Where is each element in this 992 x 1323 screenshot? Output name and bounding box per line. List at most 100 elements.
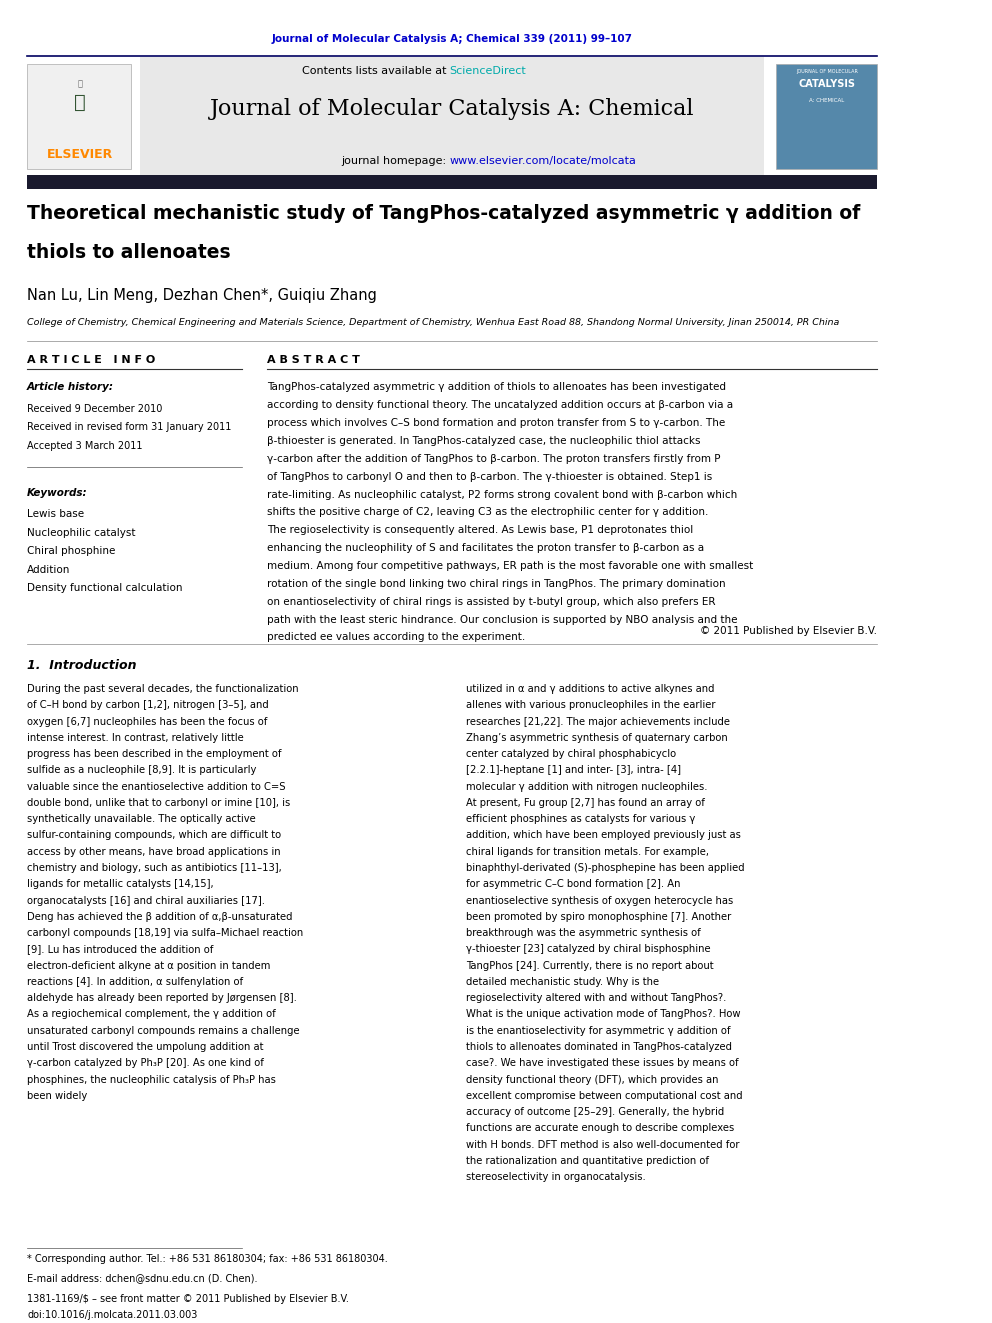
Text: allenes with various pronucleophiles in the earlier: allenes with various pronucleophiles in … — [466, 700, 715, 710]
Text: E-mail address: dchen@sdnu.edu.cn (D. Chen).: E-mail address: dchen@sdnu.edu.cn (D. Ch… — [27, 1273, 258, 1283]
Text: γ-carbon catalyzed by Ph₃P [20]. As one kind of: γ-carbon catalyzed by Ph₃P [20]. As one … — [27, 1058, 264, 1068]
Text: valuable since the enantioselective addition to C=S: valuable since the enantioselective addi… — [27, 782, 286, 791]
Text: progress has been described in the employment of: progress has been described in the emplo… — [27, 749, 282, 759]
Text: efficient phosphines as catalysts for various γ: efficient phosphines as catalysts for va… — [466, 814, 695, 824]
Text: Nucleophilic catalyst: Nucleophilic catalyst — [27, 528, 136, 538]
Text: electron-deficient alkyne at α position in tandem: electron-deficient alkyne at α position … — [27, 960, 271, 971]
Text: β-thioester is generated. In TangPhos-catalyzed case, the nucleophilic thiol att: β-thioester is generated. In TangPhos-ca… — [267, 435, 700, 446]
Text: © 2011 Published by Elsevier B.V.: © 2011 Published by Elsevier B.V. — [700, 626, 877, 636]
Text: γ-carbon after the addition of TangPhos to β-carbon. The proton transfers firstl: γ-carbon after the addition of TangPhos … — [267, 454, 720, 464]
Text: until Trost discovered the umpolung addition at: until Trost discovered the umpolung addi… — [27, 1043, 264, 1052]
Text: Contents lists available at: Contents lists available at — [302, 66, 449, 77]
Text: medium. Among four competitive pathways, ER path is the most favorable one with : medium. Among four competitive pathways,… — [267, 561, 753, 572]
Text: is the enantioselectivity for asymmetric γ addition of: is the enantioselectivity for asymmetric… — [466, 1025, 730, 1036]
Text: What is the unique activation mode of TangPhos?. How: What is the unique activation mode of Ta… — [466, 1009, 740, 1020]
Text: shifts the positive charge of C2, leaving C3 as the electrophilic center for γ a: shifts the positive charge of C2, leavin… — [267, 507, 708, 517]
Text: * Corresponding author. Tel.: +86 531 86180304; fax: +86 531 86180304.: * Corresponding author. Tel.: +86 531 86… — [27, 1254, 388, 1265]
Text: College of Chemistry, Chemical Engineering and Materials Science, Department of : College of Chemistry, Chemical Engineeri… — [27, 318, 839, 327]
Text: Zhang’s asymmetric synthesis of quaternary carbon: Zhang’s asymmetric synthesis of quaterna… — [466, 733, 727, 742]
Text: 1381-1169/$ – see front matter © 2011 Published by Elsevier B.V.: 1381-1169/$ – see front matter © 2011 Pu… — [27, 1294, 349, 1304]
Text: rotation of the single bond linking two chiral rings in TangPhos. The primary do: rotation of the single bond linking two … — [267, 578, 725, 589]
Text: During the past several decades, the functionalization: During the past several decades, the fun… — [27, 684, 299, 695]
Bar — [27, 175, 877, 189]
Text: for asymmetric C–C bond formation [2]. An: for asymmetric C–C bond formation [2]. A… — [466, 880, 681, 889]
Text: sulfur-containing compounds, which are difficult to: sulfur-containing compounds, which are d… — [27, 831, 282, 840]
Text: CATALYSIS: CATALYSIS — [799, 79, 855, 90]
Text: A: CHEMICAL: A: CHEMICAL — [809, 98, 844, 103]
Text: carbonyl compounds [18,19] via sulfa–Michael reaction: carbonyl compounds [18,19] via sulfa–Mic… — [27, 927, 304, 938]
Text: accuracy of outcome [25–29]. Generally, the hybrid: accuracy of outcome [25–29]. Generally, … — [466, 1107, 724, 1117]
Bar — [776, 64, 877, 169]
Text: Keywords:: Keywords: — [27, 488, 87, 499]
Text: phosphines, the nucleophilic catalysis of Ph₃P has: phosphines, the nucleophilic catalysis o… — [27, 1074, 276, 1085]
Text: Theoretical mechanistic study of TangPhos-catalyzed asymmetric γ addition of: Theoretical mechanistic study of TangPho… — [27, 204, 860, 222]
Bar — [140, 57, 764, 175]
Text: been widely: been widely — [27, 1090, 87, 1101]
Text: oxygen [6,7] nucleophiles has been the focus of: oxygen [6,7] nucleophiles has been the f… — [27, 717, 268, 726]
Text: synthetically unavailable. The optically active: synthetically unavailable. The optically… — [27, 814, 256, 824]
Text: Nan Lu, Lin Meng, Dezhan Chen*, Guiqiu Zhang: Nan Lu, Lin Meng, Dezhan Chen*, Guiqiu Z… — [27, 288, 377, 303]
Text: organocatalysts [16] and chiral auxiliaries [17].: organocatalysts [16] and chiral auxiliar… — [27, 896, 265, 905]
Text: ELSEVIER: ELSEVIER — [47, 148, 113, 161]
Text: of C–H bond by carbon [1,2], nitrogen [3–5], and: of C–H bond by carbon [1,2], nitrogen [3… — [27, 700, 269, 710]
Text: addition, which have been employed previously just as: addition, which have been employed previ… — [466, 831, 741, 840]
Text: center catalyzed by chiral phosphabicyclo: center catalyzed by chiral phosphabicycl… — [466, 749, 676, 759]
Text: thiols to allenoates: thiols to allenoates — [27, 243, 231, 262]
Text: [9]. Lu has introduced the addition of: [9]. Lu has introduced the addition of — [27, 945, 213, 954]
Text: Chiral phosphine: Chiral phosphine — [27, 546, 115, 557]
Text: γ-thioester [23] catalyzed by chiral bisphosphine: γ-thioester [23] catalyzed by chiral bis… — [466, 945, 710, 954]
Text: sulfide as a nucleophile [8,9]. It is particularly: sulfide as a nucleophile [8,9]. It is pa… — [27, 765, 257, 775]
Bar — [27, 64, 131, 169]
Text: As a regiochemical complement, the γ addition of: As a regiochemical complement, the γ add… — [27, 1009, 276, 1020]
Text: case?. We have investigated these issues by means of: case?. We have investigated these issues… — [466, 1058, 738, 1068]
Text: detailed mechanistic study. Why is the: detailed mechanistic study. Why is the — [466, 976, 659, 987]
Text: [2.2.1]-heptane [1] and inter- [3], intra- [4]: [2.2.1]-heptane [1] and inter- [3], intr… — [466, 765, 681, 775]
Text: ligands for metallic catalysts [14,15],: ligands for metallic catalysts [14,15], — [27, 880, 213, 889]
Text: A R T I C L E   I N F O: A R T I C L E I N F O — [27, 355, 156, 365]
Text: utilized in α and γ additions to active alkynes and: utilized in α and γ additions to active … — [466, 684, 714, 695]
Text: of TangPhos to carbonyl O and then to β-carbon. The γ-thioester is obtained. Ste: of TangPhos to carbonyl O and then to β-… — [267, 471, 712, 482]
Text: unsaturated carbonyl compounds remains a challenge: unsaturated carbonyl compounds remains a… — [27, 1025, 300, 1036]
Text: Journal of Molecular Catalysis A: Chemical: Journal of Molecular Catalysis A: Chemic… — [210, 98, 694, 120]
Text: Received in revised form 31 January 2011: Received in revised form 31 January 2011 — [27, 422, 231, 433]
Text: according to density functional theory. The uncatalyzed addition occurs at β-car: according to density functional theory. … — [267, 400, 733, 410]
Text: functions are accurate enough to describe complexes: functions are accurate enough to describ… — [466, 1123, 734, 1134]
Text: ScienceDirect: ScienceDirect — [449, 66, 527, 77]
Text: regioselectivity altered with and without TangPhos?.: regioselectivity altered with and withou… — [466, 994, 726, 1003]
Text: Density functional calculation: Density functional calculation — [27, 583, 183, 594]
Text: on enantioselectivity of chiral rings is assisted by t-butyl group, which also p: on enantioselectivity of chiral rings is… — [267, 597, 715, 607]
Text: Accepted 3 March 2011: Accepted 3 March 2011 — [27, 441, 143, 451]
Text: journal homepage:: journal homepage: — [341, 156, 449, 167]
Text: thiols to allenoates dominated in TangPhos-catalyzed: thiols to allenoates dominated in TangPh… — [466, 1043, 732, 1052]
Text: excellent compromise between computational cost and: excellent compromise between computation… — [466, 1090, 742, 1101]
Text: researches [21,22]. The major achievements include: researches [21,22]. The major achievemen… — [466, 717, 730, 726]
Text: Journal of Molecular Catalysis A; Chemical 339 (2011) 99–107: Journal of Molecular Catalysis A; Chemic… — [272, 34, 633, 45]
Text: Received 9 December 2010: Received 9 December 2010 — [27, 404, 163, 414]
Text: Addition: Addition — [27, 565, 70, 576]
Text: doi:10.1016/j.molcata.2011.03.003: doi:10.1016/j.molcata.2011.03.003 — [27, 1310, 197, 1320]
Text: The regioselectivity is consequently altered. As Lewis base, P1 deprotonates thi: The regioselectivity is consequently alt… — [267, 525, 693, 536]
Text: density functional theory (DFT), which provides an: density functional theory (DFT), which p… — [466, 1074, 718, 1085]
Text: chemistry and biology, such as antibiotics [11–13],: chemistry and biology, such as antibioti… — [27, 863, 282, 873]
Text: Article history:: Article history: — [27, 382, 114, 393]
Text: reactions [4]. In addition, α sulfenylation of: reactions [4]. In addition, α sulfenylat… — [27, 976, 243, 987]
Text: molecular γ addition with nitrogen nucleophiles.: molecular γ addition with nitrogen nucle… — [466, 782, 707, 791]
Text: Lewis base: Lewis base — [27, 509, 84, 520]
Text: double bond, unlike that to carbonyl or imine [10], is: double bond, unlike that to carbonyl or … — [27, 798, 291, 808]
Text: enhancing the nucleophility of S and facilitates the proton transfer to β-carbon: enhancing the nucleophility of S and fac… — [267, 542, 704, 553]
Text: 1.  Introduction: 1. Introduction — [27, 659, 137, 672]
Text: rate-limiting. As nucleophilic catalyst, P2 forms strong covalent bond with β-ca: rate-limiting. As nucleophilic catalyst,… — [267, 490, 737, 500]
Text: chiral ligands for transition metals. For example,: chiral ligands for transition metals. Fo… — [466, 847, 709, 857]
Text: TangPhos-catalyzed asymmetric γ addition of thiols to allenoates has been invest: TangPhos-catalyzed asymmetric γ addition… — [267, 382, 726, 393]
Text: Deng has achieved the β addition of α,β-unsaturated: Deng has achieved the β addition of α,β-… — [27, 912, 293, 922]
Text: path with the least steric hindrance. Our conclusion is supported by NBO analysi: path with the least steric hindrance. Ou… — [267, 614, 737, 624]
Text: binaphthyl-derivated (S)-phosphepine has been applied: binaphthyl-derivated (S)-phosphepine has… — [466, 863, 744, 873]
Text: At present, Fu group [2,7] has found an array of: At present, Fu group [2,7] has found an … — [466, 798, 704, 808]
Text: the rationalization and quantitative prediction of: the rationalization and quantitative pre… — [466, 1156, 709, 1166]
Text: TangPhos [24]. Currently, there is no report about: TangPhos [24]. Currently, there is no re… — [466, 960, 713, 971]
Text: breakthrough was the asymmetric synthesis of: breakthrough was the asymmetric synthesi… — [466, 927, 700, 938]
Text: intense interest. In contrast, relatively little: intense interest. In contrast, relativel… — [27, 733, 244, 742]
Text: JOURNAL OF MOLECULAR: JOURNAL OF MOLECULAR — [796, 69, 858, 74]
Text: aldehyde has already been reported by Jørgensen [8].: aldehyde has already been reported by Jø… — [27, 994, 297, 1003]
Text: predicted ee values according to the experiment.: predicted ee values according to the exp… — [267, 632, 525, 643]
